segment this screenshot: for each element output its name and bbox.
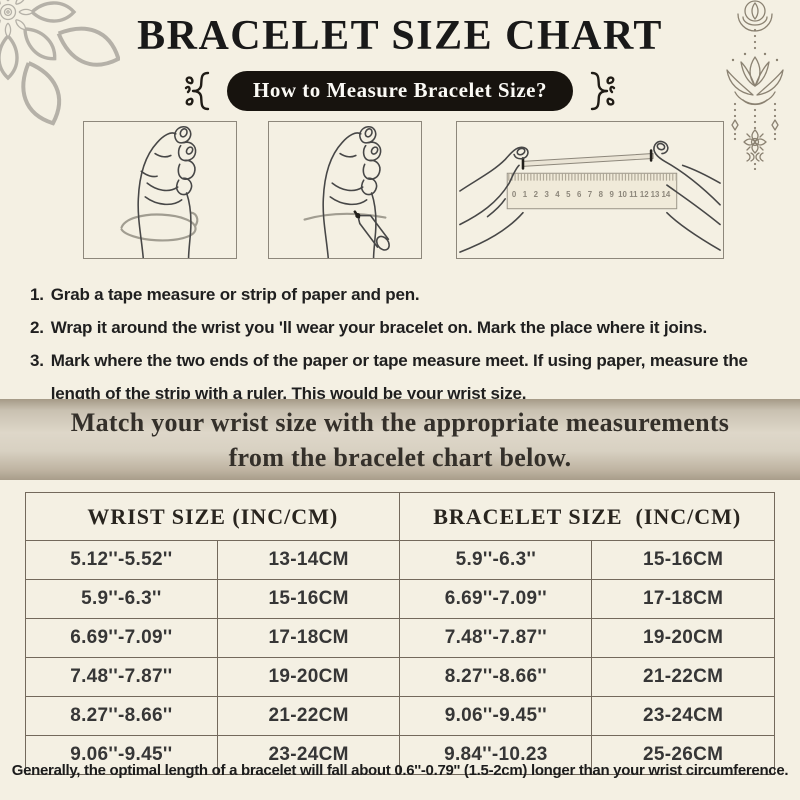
badge-row: How to Measure Bracelet Size? xyxy=(0,70,800,112)
lotus-mandala-icon xyxy=(0,0,120,126)
step-number: 1. xyxy=(30,285,44,304)
illustration-mark-pen xyxy=(268,121,422,259)
wrist-cm-cell: 13-14CM xyxy=(216,540,401,580)
illustration-wrap-tape xyxy=(83,121,237,259)
wrist-inches-cell: 5.9''-6.3'' xyxy=(25,579,218,619)
illustration-ruler-measure: 0 1 2 3 4 5 6 7 8 9 10 11 12 13 14 xyxy=(456,121,724,259)
bracelet-inches-cell: 7.48''-7.87'' xyxy=(399,618,593,658)
wrist-cm-cell: 19-20CM xyxy=(216,657,401,697)
svg-text:14: 14 xyxy=(662,190,671,199)
footnote: Generally, the optimal length of a brace… xyxy=(11,762,789,779)
instruction-step-2: 2. Wrap it around the wrist you 'll wear… xyxy=(30,311,788,344)
wrist-cm-cell: 17-18CM xyxy=(216,618,401,658)
step-number: 2. xyxy=(30,318,44,337)
wrist-inches-cell: 9.06''-9.45'' xyxy=(25,735,218,775)
bracelet-inches-cell: 9.84''-10.23 xyxy=(399,735,593,775)
table-row: 5.9''-6.3'' 15-16CM 6.69''-7.09'' 17-18C… xyxy=(25,579,775,619)
bracelet-inches-cell: 6.69''-7.09'' xyxy=(399,579,593,619)
wrist-inches-cell: 6.69''-7.09'' xyxy=(25,618,218,658)
table-header-row: WRIST SIZE (INC/CM) BRACELET SIZE (INC/C… xyxy=(24,492,775,541)
svg-text:7: 7 xyxy=(588,190,593,199)
wrist-cm-cell: 21-22CM xyxy=(216,696,401,736)
svg-text:13: 13 xyxy=(651,190,660,199)
bracelet-inches-cell: 5.9''-6.3'' xyxy=(399,540,593,580)
step-number: 3. xyxy=(30,351,44,370)
page-title: BRACELET SIZE CHART xyxy=(137,13,663,59)
bracelet-size-header: BRACELET SIZE (INC/CM) xyxy=(399,492,775,541)
size-chart-table: WRIST SIZE (INC/CM) BRACELET SIZE (INC/C… xyxy=(24,492,775,775)
svg-text:5: 5 xyxy=(566,190,571,199)
table-row: 7.48''-7.87'' 19-20CM 8.27''-8.66'' 21-2… xyxy=(25,657,775,697)
table-row: 6.69''-7.09'' 17-18CM 7.48''-7.87'' 19-2… xyxy=(25,618,775,658)
match-size-banner: Match your wrist size with the appropria… xyxy=(0,399,800,480)
wrist-cm-cell: 23-24CM xyxy=(216,735,401,775)
table-row: 9.06''-9.45'' 23-24CM 9.84''-10.23 25-26… xyxy=(25,735,775,775)
step-text: Wrap it around the wrist you 'll wear yo… xyxy=(50,318,708,337)
wrist-inches-cell: 5.12''-5.52'' xyxy=(25,540,218,580)
table-row: 8.27''-8.66'' 21-22CM 9.06''-9.45'' 23-2… xyxy=(25,696,775,736)
svg-text:2: 2 xyxy=(534,190,539,199)
step-text: Mark where the two ends of the paper or … xyxy=(50,351,748,403)
wrist-cm-cell: 15-16CM xyxy=(216,579,401,619)
svg-text:6: 6 xyxy=(577,190,582,199)
bracelet-cm-cell: 25-26CM xyxy=(591,735,775,775)
illustration-row: 0 1 2 3 4 5 6 7 8 9 10 11 12 13 14 xyxy=(83,121,724,259)
step-text: Grab a tape measure or strip of paper an… xyxy=(50,285,420,304)
instruction-step-1: 1. Grab a tape measure or strip of paper… xyxy=(30,278,788,311)
banner-text: Match your wrist size with the appropria… xyxy=(70,407,730,472)
bracelet-cm-cell: 23-24CM xyxy=(591,696,775,736)
svg-text:9: 9 xyxy=(609,190,614,199)
bracelet-cm-cell: 17-18CM xyxy=(591,579,775,619)
flourish-brace-left-icon xyxy=(184,71,210,111)
svg-text:0: 0 xyxy=(512,190,517,199)
section-badge: How to Measure Bracelet Size? xyxy=(226,71,574,111)
wrist-inches-cell: 7.48''-7.87'' xyxy=(25,657,218,697)
svg-text:10: 10 xyxy=(618,190,627,199)
table-row: 5.12''-5.52'' 13-14CM 5.9''-6.3'' 15-16C… xyxy=(25,540,775,580)
svg-text:3: 3 xyxy=(544,190,549,199)
flourish-brace-right-icon xyxy=(590,71,616,111)
bracelet-inches-cell: 9.06''-9.45'' xyxy=(399,696,593,736)
instructions-list: 1. Grab a tape measure or strip of paper… xyxy=(30,278,788,410)
svg-text:8: 8 xyxy=(599,190,604,199)
bracelet-inches-cell: 8.27''-8.66'' xyxy=(399,657,593,697)
svg-text:11: 11 xyxy=(629,190,638,199)
bracelet-cm-cell: 15-16CM xyxy=(591,540,775,580)
svg-text:4: 4 xyxy=(555,190,560,199)
svg-text:1: 1 xyxy=(523,190,528,199)
svg-text:12: 12 xyxy=(640,190,649,199)
instruction-step-3: 3. Mark where the two ends of the paper … xyxy=(30,344,788,410)
wrist-inches-cell: 8.27''-8.66'' xyxy=(25,696,218,736)
wrist-size-header: WRIST SIZE (INC/CM) xyxy=(24,492,401,541)
bracelet-cm-cell: 19-20CM xyxy=(591,618,775,658)
bracelet-cm-cell: 21-22CM xyxy=(591,657,775,697)
hanging-lotus-icon xyxy=(726,0,784,170)
